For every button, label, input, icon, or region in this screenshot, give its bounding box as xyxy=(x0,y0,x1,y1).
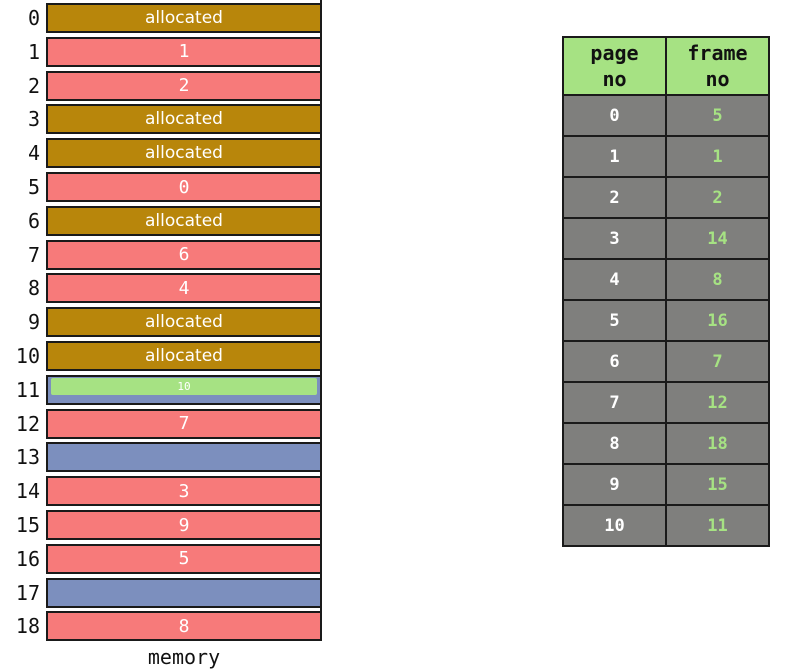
page-number-cell: 6 xyxy=(562,340,667,383)
frame-number: 3 xyxy=(27,107,40,132)
memory-frame-allocated: allocated xyxy=(46,341,322,371)
page-number-cell: 2 xyxy=(562,176,667,219)
frame-number-cell: 2 xyxy=(665,176,770,219)
allocated-label: allocated xyxy=(145,109,223,130)
memory-frame-page: 4 xyxy=(46,273,322,304)
page-number-cell: 4 xyxy=(562,258,667,301)
frame-number: 8 xyxy=(27,276,40,301)
frame-page-label: 9 xyxy=(178,514,190,536)
page-table: page no frame no 0 5 1 1 2 2 3 14 4 8 5 16 6 7 7 12 8 18 9… xyxy=(562,36,770,547)
page-number-cell: 5 xyxy=(562,299,667,342)
page-number-cell: 10 xyxy=(562,504,667,547)
page-no-header: page no xyxy=(562,36,667,96)
frame-number: 0 xyxy=(27,6,40,30)
frame-number: 15 xyxy=(15,513,40,537)
frame-number: 13 xyxy=(15,445,40,470)
frame-number: 10 xyxy=(15,344,40,368)
memory-frame-free xyxy=(46,577,322,608)
frame-number: 4 xyxy=(27,141,40,166)
frame-number: 11 xyxy=(15,377,40,402)
memory-frame-page: 0 xyxy=(46,172,322,202)
memory-frame-free xyxy=(46,442,322,473)
memory-frame-page: 1 xyxy=(46,36,322,67)
allocated-label: allocated xyxy=(145,143,223,164)
frame-no-header-text: frame no xyxy=(687,41,748,91)
frame-number-cell: 12 xyxy=(665,381,770,424)
memory-right-border xyxy=(320,0,322,638)
page-table-header-row: page no frame no xyxy=(562,36,770,96)
frame-number: 6 xyxy=(27,208,40,233)
allocated-label: allocated xyxy=(145,312,223,333)
page-no-header-text: page no xyxy=(590,41,639,91)
frame-number: 7 xyxy=(27,242,40,267)
page-table-row: 7 12 xyxy=(562,381,770,424)
frame-page-label: 5 xyxy=(178,548,190,570)
memory-frame-page: 5 xyxy=(46,543,322,574)
page-number-cell: 3 xyxy=(562,217,667,260)
page-table-row: 5 16 xyxy=(562,299,770,342)
memory-frame-allocated: allocated xyxy=(46,138,322,169)
frame-page-label: 8 xyxy=(178,615,190,637)
frame-no-header: frame no xyxy=(665,36,770,96)
frame-number: 1 xyxy=(27,39,40,64)
frame-number-cell: 7 xyxy=(665,340,770,383)
page-number-cell: 1 xyxy=(562,135,667,178)
page-table-body: 0 5 1 1 2 2 3 14 4 8 5 16 6 7 7 12 8 18 9 15 10 11 xyxy=(562,94,770,547)
memory-frame-page: 6 xyxy=(46,239,322,270)
frame-number-cell: 18 xyxy=(665,422,770,465)
allocated-label: allocated xyxy=(145,346,223,366)
memory-diagram: 0 allocated 1 1 2 2 3 allocated 4 allocated 5 0 6 all… xyxy=(0,0,330,669)
frame-number: 2 xyxy=(27,73,40,98)
allocated-label: allocated xyxy=(145,8,223,28)
frame-number-cell: 14 xyxy=(665,217,770,260)
frame-number: 5 xyxy=(27,175,40,199)
allocated-label: allocated xyxy=(145,210,223,231)
frame-page-label: 10 xyxy=(51,377,317,395)
page-table-row: 9 15 xyxy=(562,463,770,506)
page-table-row: 8 18 xyxy=(562,422,770,465)
frame-number: 9 xyxy=(27,310,40,335)
page-table-row: 10 11 xyxy=(562,504,770,547)
page-number-cell: 9 xyxy=(562,463,667,506)
page-table-row: 3 14 xyxy=(562,217,770,260)
frame-number: 18 xyxy=(15,614,40,639)
memory-frame-page: 9 xyxy=(46,510,322,540)
memory-frame-allocated: allocated xyxy=(46,307,322,338)
frame-page-label: 2 xyxy=(178,75,190,97)
page-number-cell: 8 xyxy=(562,422,667,465)
memory-frame-page: 7 xyxy=(46,408,322,439)
frame-number: 16 xyxy=(15,546,40,571)
memory-frame-allocated: allocated xyxy=(46,3,322,33)
frame-page-label: 6 xyxy=(178,244,190,266)
frame-page-label: 0 xyxy=(178,176,190,198)
frame-number: 14 xyxy=(15,479,40,504)
memory-frame-page: 2 xyxy=(46,70,322,101)
frame-page-label: 4 xyxy=(178,277,190,299)
page-number-cell: 0 xyxy=(562,94,667,137)
frame-number-cell: 16 xyxy=(665,299,770,342)
frame-number-cell: 15 xyxy=(665,463,770,506)
frame-page-label: 1 xyxy=(178,41,190,63)
frame-number-cell: 1 xyxy=(665,135,770,178)
frame-number-cell: 11 xyxy=(665,504,770,547)
frame-number-cell: 5 xyxy=(665,94,770,137)
frame-number: 17 xyxy=(15,580,40,605)
frame-number: 12 xyxy=(15,411,40,436)
frame-number-cell: 8 xyxy=(665,258,770,301)
memory-frame-page: 8 xyxy=(46,611,322,642)
memory-frame-allocated: allocated xyxy=(46,104,322,135)
memory-label: memory xyxy=(147,645,221,669)
frame-page-label: 3 xyxy=(178,480,190,502)
memory-frame-partial: 10 xyxy=(46,374,322,405)
memory-frame-allocated: allocated xyxy=(46,205,322,236)
page-number-cell: 7 xyxy=(562,381,667,424)
frame-page-label: 7 xyxy=(178,413,190,435)
memory-frame-page: 3 xyxy=(46,476,322,507)
